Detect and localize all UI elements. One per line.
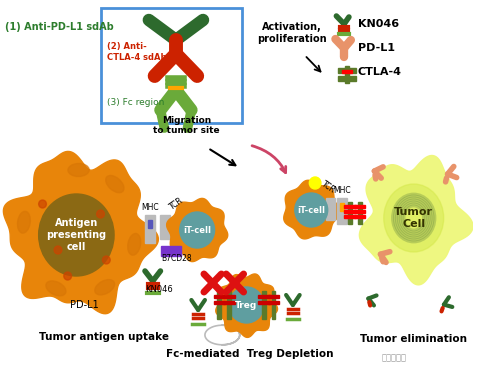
Bar [347,202,351,224]
Circle shape [54,246,62,254]
Bar [353,210,365,213]
Bar [344,215,355,218]
Bar [213,295,225,298]
Ellipse shape [46,281,66,296]
Bar [161,246,181,256]
FancyBboxPatch shape [102,8,241,123]
Bar [344,205,355,208]
Text: Tumor
Cell: Tumor Cell [393,207,432,229]
Text: Tumor elimination: Tumor elimination [359,334,466,344]
Text: Antigen
presenting
cell: Antigen presenting cell [46,218,106,252]
Text: Tumor antigen uptake: Tumor antigen uptake [39,332,168,342]
Bar [353,205,365,208]
Bar [325,198,335,220]
Text: (3) Fc region: (3) Fc region [107,98,164,107]
Text: PD-L1: PD-L1 [357,43,394,53]
Circle shape [63,272,71,280]
Ellipse shape [228,287,264,323]
Text: 凯莱英药闻: 凯莱英药闻 [381,353,406,362]
Bar [344,210,355,213]
Bar [342,70,351,73]
Text: iT-cell: iT-cell [183,225,211,235]
Text: KN046: KN046 [145,285,172,294]
Bar [340,203,344,211]
Bar [271,291,275,319]
Circle shape [39,200,46,208]
Bar [337,198,346,224]
Bar [345,66,348,83]
Text: CTLA-4: CTLA-4 [357,67,401,77]
Ellipse shape [105,175,124,193]
Text: Migration
to tumor site: Migration to tumor site [153,115,220,135]
Text: Treg: Treg [235,300,257,309]
Text: TCR: TCR [168,196,185,212]
Bar [258,295,269,298]
Ellipse shape [95,280,114,295]
Text: MHC: MHC [333,186,350,195]
Text: iT-cell: iT-cell [297,205,325,215]
Ellipse shape [18,211,30,233]
Ellipse shape [68,164,89,176]
Text: B7CD28: B7CD28 [161,254,192,263]
Text: Activation,
proliferation: Activation, proliferation [257,23,326,44]
Text: (1) Anti-PD-L1 sdAb: (1) Anti-PD-L1 sdAb [5,22,113,32]
Text: MHC: MHC [141,203,158,212]
Text: KN046: KN046 [357,19,398,29]
Ellipse shape [294,193,327,227]
Ellipse shape [127,233,141,255]
Bar [353,215,365,218]
Polygon shape [359,155,472,285]
Bar [223,295,234,298]
Bar [338,68,355,73]
Bar [145,215,154,243]
Polygon shape [215,274,277,337]
Circle shape [97,210,104,218]
Bar [258,301,269,304]
Ellipse shape [39,194,114,276]
Bar [227,291,230,319]
Bar [217,291,221,319]
Bar [262,291,265,319]
Polygon shape [166,198,227,262]
Bar [338,76,355,81]
Text: (2) Anti-
CTLA-4 sdAb: (2) Anti- CTLA-4 sdAb [107,42,166,62]
Bar [267,295,279,298]
Bar [357,202,361,224]
Text: PD-L1: PD-L1 [69,300,98,310]
Text: TCR: TCR [319,179,337,195]
Circle shape [102,256,110,264]
Ellipse shape [383,184,443,252]
Bar [147,220,151,228]
Bar [213,301,225,304]
Polygon shape [3,151,158,314]
Bar [223,301,234,304]
Bar [267,301,279,304]
Ellipse shape [180,212,214,248]
Polygon shape [283,180,340,239]
Bar [160,215,170,239]
Text: Fc-mediated  Treg Depletion: Fc-mediated Treg Depletion [166,349,333,359]
Circle shape [309,177,320,189]
